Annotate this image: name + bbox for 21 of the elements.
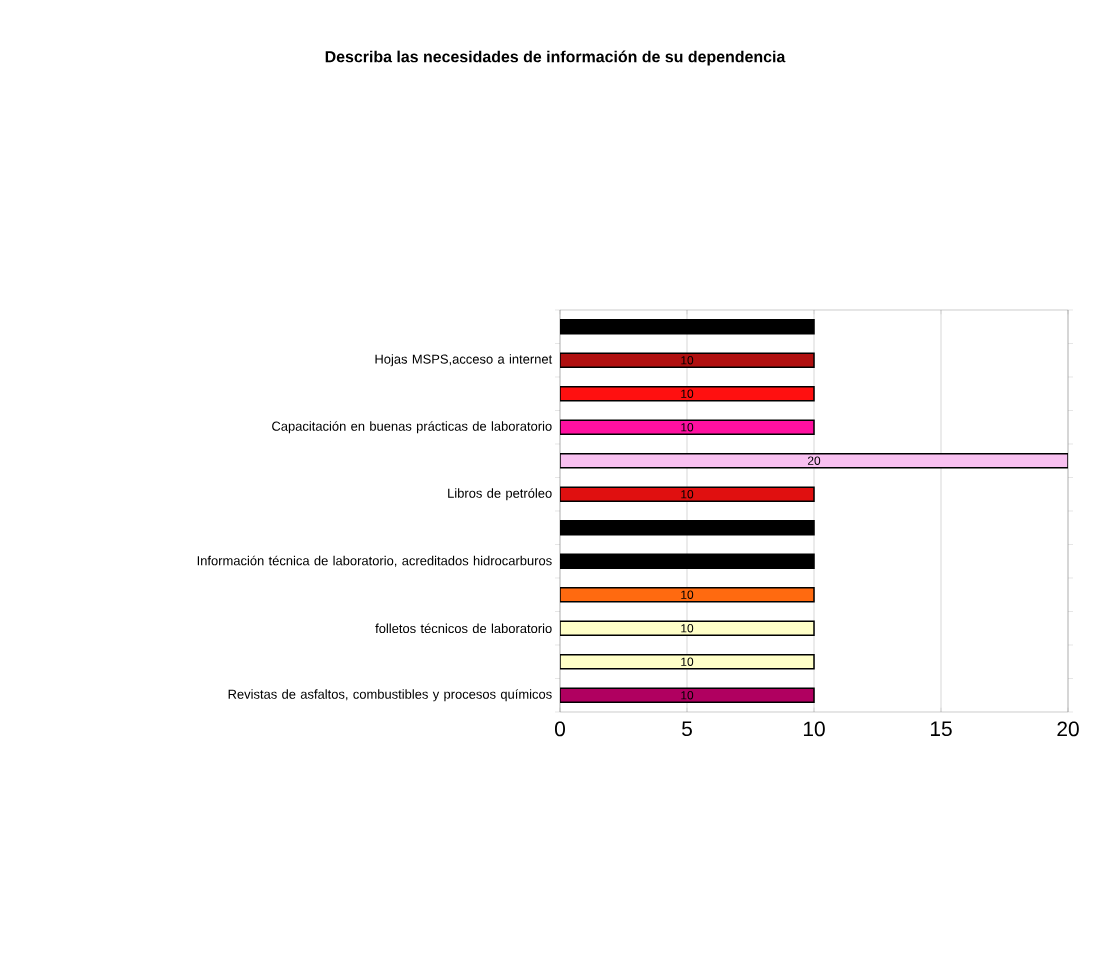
data-label: 10 xyxy=(681,590,694,599)
data-label: 10 xyxy=(681,356,694,365)
x-tick-label: 5 xyxy=(682,721,692,737)
data-label: 10 xyxy=(681,657,694,666)
y-tick-label: folletos técnicos de laboratorio xyxy=(375,623,552,634)
data-label: 20 xyxy=(807,456,821,465)
y-tick-label: Capacitación en buenas prácticas de laboratorio xyxy=(272,421,552,434)
y-tick-label: Información técnica de laboratorio, acreditados hidrocarburos xyxy=(197,555,552,567)
data-label: 10 xyxy=(681,624,694,633)
x-tick-label: 0 xyxy=(555,721,565,737)
y-tick-label: Hojas MSPS,acceso a internet xyxy=(375,354,553,367)
data-label: 10 xyxy=(681,423,694,432)
data-label: 10 xyxy=(681,691,694,700)
x-tick-label: 10 xyxy=(803,721,825,737)
data-label: 10 xyxy=(681,389,694,398)
chart-title: Describa las necesidades de información de su dependencia xyxy=(325,50,786,66)
x-tick-label: 15 xyxy=(930,721,952,737)
data-label: 10 xyxy=(681,490,694,499)
x-tick-label: 20 xyxy=(1057,721,1079,737)
y-tick-label: Libros de petróleo xyxy=(448,488,552,501)
y-tick-label: Revistas de asfaltos, combustibles y procesos químicos xyxy=(228,689,552,702)
